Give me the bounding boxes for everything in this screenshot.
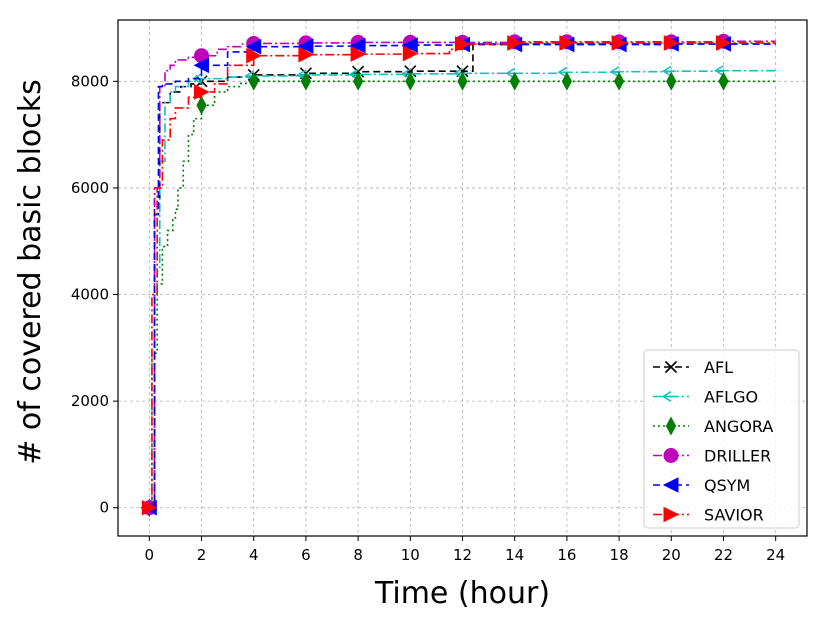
x-tick-label: 16 xyxy=(557,546,576,564)
data-point-angora xyxy=(196,95,207,115)
legend-item-aflgo: AFLGO xyxy=(653,388,758,407)
x-tick-label: 4 xyxy=(249,546,259,564)
data-point-aflgo xyxy=(661,65,677,77)
legend-item-afl: AFL xyxy=(653,358,733,377)
legend-marker xyxy=(663,448,679,463)
data-point-angora xyxy=(352,71,364,91)
data-point-savior xyxy=(350,46,367,62)
data-point-savior xyxy=(402,45,419,62)
legend-marker xyxy=(661,391,676,402)
legend-label: SAVIOR xyxy=(704,506,764,525)
data-point-savior xyxy=(559,35,576,51)
legend-box xyxy=(643,349,800,529)
x-tick-label: 0 xyxy=(145,546,155,564)
y-tick-label: 4000 xyxy=(71,286,109,304)
x-tick-label: 12 xyxy=(453,546,472,564)
data-point-afl xyxy=(404,65,417,78)
series-line-driller xyxy=(149,40,776,509)
data-point-angora xyxy=(666,71,677,91)
data-point-qsym xyxy=(402,37,418,53)
data-point-savior xyxy=(715,35,732,51)
data-point-savior xyxy=(194,84,210,100)
data-point-aflgo xyxy=(714,65,729,77)
data-point-angora xyxy=(561,71,573,91)
data-point-qsym xyxy=(349,37,366,54)
data-point-aflgo xyxy=(609,66,624,78)
legend-label: AFLGO xyxy=(704,388,758,407)
legend-item-angora: ANGORA xyxy=(653,416,773,436)
x-tick-label: 10 xyxy=(401,546,420,564)
data-point-angora xyxy=(300,71,312,91)
grid-lines xyxy=(118,20,807,536)
legend-label: ANGORA xyxy=(704,417,773,436)
legend: AFL AFLGO ANGORA DRILLER QSYM SAVIOR xyxy=(643,349,800,529)
x-tick-label: 6 xyxy=(301,546,311,564)
legend-marker xyxy=(663,506,680,523)
x-tick-label: 18 xyxy=(610,546,629,564)
x-tick-label: 24 xyxy=(766,546,785,564)
data-point-qsym xyxy=(193,57,210,74)
data-point-savior xyxy=(246,47,262,64)
legend-label: QSYM xyxy=(704,476,750,495)
legend-item-savior: SAVIOR xyxy=(653,506,764,525)
data-point-qsym xyxy=(245,38,262,55)
series-line-savior xyxy=(149,42,776,509)
data-point-afl xyxy=(456,65,469,78)
x-tick-label: 22 xyxy=(714,546,733,564)
series-savior xyxy=(141,35,776,516)
data-point-angora xyxy=(718,71,729,91)
y-tick-label: 2000 xyxy=(71,392,109,410)
legend-marker xyxy=(665,416,677,436)
data-point-aflgo xyxy=(505,67,520,79)
x-tick-label: 20 xyxy=(662,546,681,564)
legend-marker xyxy=(664,360,678,374)
data-point-angora xyxy=(248,71,259,91)
x-tick-label: 8 xyxy=(353,546,363,564)
data-point-aflgo xyxy=(453,67,468,79)
y-axis-label: # of covered basic blocks xyxy=(13,79,48,465)
data-point-angora xyxy=(613,71,625,91)
data-point-savior xyxy=(663,35,680,51)
y-tick-label: 0 xyxy=(99,499,109,517)
x-axis-label: Time (hour) xyxy=(374,576,550,611)
legend-marker xyxy=(662,477,679,493)
legend-label: AFL xyxy=(704,358,733,377)
data-point-aflgo xyxy=(557,66,572,78)
legend-item-qsym: QSYM xyxy=(653,476,750,495)
data-point-savior xyxy=(298,46,315,63)
y-tick-label: 6000 xyxy=(71,179,109,197)
data-point-angora xyxy=(509,71,520,91)
x-tick-label: 14 xyxy=(505,546,524,564)
x-tick-label: 2 xyxy=(197,546,207,564)
legend-item-driller: DRILLER xyxy=(653,447,771,466)
data-point-savior xyxy=(507,35,523,51)
data-point-savior xyxy=(611,35,628,51)
data-point-angora xyxy=(457,71,468,91)
y-tick-label: 8000 xyxy=(71,72,109,90)
data-point-angora xyxy=(405,71,416,91)
series-layer xyxy=(139,33,776,518)
legend-label: DRILLER xyxy=(704,447,771,466)
data-point-savior xyxy=(141,499,158,516)
data-point-savior xyxy=(455,36,471,52)
data-point-qsym xyxy=(297,38,314,54)
